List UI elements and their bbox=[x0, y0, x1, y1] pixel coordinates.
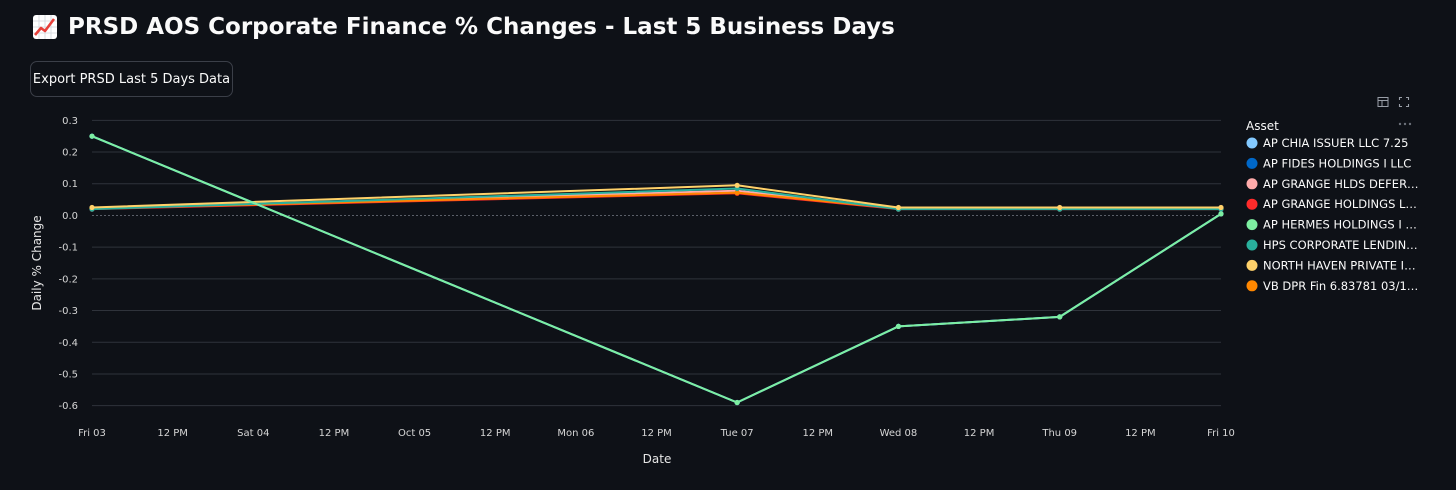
chart-grid bbox=[92, 119, 1221, 407]
x-tick-label: Fri 03 bbox=[78, 428, 106, 439]
series-line bbox=[91, 135, 1222, 404]
x-tick-label: 12 PM bbox=[480, 428, 511, 439]
y-axis-label: Daily % Change bbox=[30, 215, 44, 310]
data-point bbox=[89, 204, 95, 211]
legend-marker bbox=[1246, 259, 1258, 271]
legend-item-label: AP GRANGE HLDS DEFER… bbox=[1263, 177, 1419, 191]
x-tick-label: Wed 08 bbox=[880, 428, 918, 439]
data-point bbox=[895, 204, 902, 211]
chart-legend: Asset AP CHIA ISSUER LLC 7.25 AP FIDES HO… bbox=[1246, 119, 1419, 293]
fullscreen-icon[interactable] bbox=[1396, 94, 1412, 110]
legend-marker bbox=[1246, 178, 1258, 190]
y-tick-label: -0.5 bbox=[58, 369, 78, 380]
chart-series bbox=[89, 133, 1224, 406]
series-line bbox=[91, 135, 1222, 404]
legend-item-label: NORTH HAVEN PRIVATE I… bbox=[1263, 258, 1416, 272]
x-tick-label: Mon 06 bbox=[557, 428, 594, 439]
legend-marker bbox=[1246, 137, 1258, 149]
x-tick-label: Tue 07 bbox=[720, 428, 754, 439]
data-point bbox=[1218, 211, 1224, 217]
x-tick-label: Oct 05 bbox=[398, 428, 431, 439]
chart-increasing-icon bbox=[32, 14, 58, 40]
y-tick-label: 0.1 bbox=[62, 179, 78, 190]
more-options-icon[interactable] bbox=[1397, 116, 1413, 132]
data-point bbox=[1218, 204, 1224, 211]
page-title-text: PRSD AOS Corporate Finance % Changes - L… bbox=[68, 14, 895, 40]
data-point bbox=[734, 190, 740, 196]
y-tick-label: -0.3 bbox=[58, 306, 78, 317]
data-point bbox=[1057, 314, 1063, 320]
x-axis-ticks: Fri 03 12 PM Sat 04 12 PM Oct 05 12 PM Mon 06 1… bbox=[78, 428, 1235, 439]
legend-marker bbox=[1246, 239, 1258, 251]
x-tick-label: 12 PM bbox=[641, 428, 672, 439]
legend-item-label: AP FIDES HOLDINGS I LLC bbox=[1263, 156, 1411, 170]
y-tick-label: -0.4 bbox=[58, 338, 78, 349]
legend-item-label: AP CHIA ISSUER LLC 7.25 bbox=[1263, 136, 1408, 150]
legend-title: Asset bbox=[1246, 119, 1279, 133]
data-point bbox=[734, 399, 740, 406]
legend-item-label: AP HERMES HOLDINGS I … bbox=[1263, 218, 1417, 232]
y-tick-label: 0.3 bbox=[62, 116, 78, 127]
x-tick-label: Thu 09 bbox=[1041, 428, 1077, 439]
x-tick-label: 12 PM bbox=[1125, 428, 1156, 439]
y-tick-label: -0.1 bbox=[58, 243, 78, 254]
data-point bbox=[89, 133, 95, 139]
y-tick-label: -0.6 bbox=[58, 401, 78, 412]
series-line bbox=[91, 135, 1222, 404]
x-axis-label: Date bbox=[643, 452, 672, 466]
data-point bbox=[895, 323, 902, 330]
x-tick-label: 12 PM bbox=[964, 428, 995, 439]
data-point bbox=[1057, 204, 1063, 211]
table-icon[interactable] bbox=[1375, 94, 1391, 110]
legend-marker bbox=[1246, 157, 1258, 169]
y-tick-label: 0.2 bbox=[62, 148, 78, 159]
legend-item-label: HPS CORPORATE LENDIN… bbox=[1263, 238, 1418, 252]
legend-item-label: AP GRANGE HOLDINGS L… bbox=[1263, 197, 1417, 211]
y-tick-label: 0.0 bbox=[62, 211, 78, 222]
x-tick-label: 12 PM bbox=[803, 428, 834, 439]
data-point bbox=[734, 182, 740, 188]
page-title: PRSD AOS Corporate Finance % Changes - L… bbox=[32, 14, 895, 40]
x-tick-label: Fri 10 bbox=[1207, 428, 1235, 439]
export-data-button[interactable]: Export PRSD Last 5 Days Data bbox=[30, 61, 233, 97]
x-tick-label: 12 PM bbox=[157, 428, 188, 439]
x-tick-label: Sat 04 bbox=[237, 428, 269, 439]
legend-marker bbox=[1246, 198, 1258, 210]
y-axis-ticks: 0.3 0.2 0.1 0.0 -0.1 -0.2 -0.3 -0.4 -0.5 -0.6 bbox=[58, 116, 78, 412]
legend-item-label: VB DPR Fin 6.83781 03/1… bbox=[1263, 279, 1418, 293]
x-tick-label: 12 PM bbox=[319, 428, 350, 439]
y-tick-label: -0.2 bbox=[58, 274, 78, 285]
legend-marker bbox=[1246, 219, 1258, 231]
legend-marker bbox=[1246, 280, 1258, 292]
